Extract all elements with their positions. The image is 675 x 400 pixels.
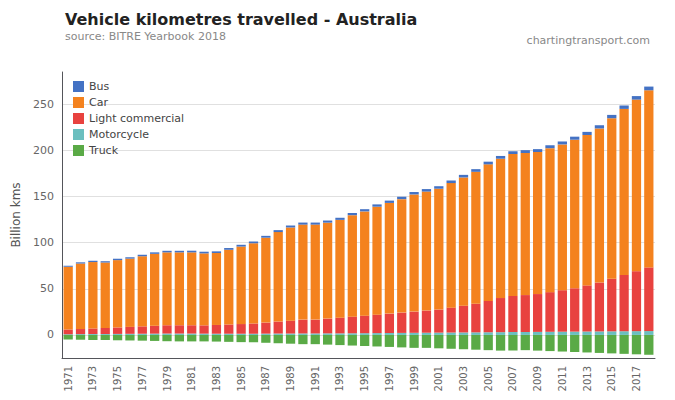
svg-text:1995: 1995 <box>359 366 370 391</box>
svg-text:1997: 1997 <box>384 366 395 391</box>
svg-text:Bus: Bus <box>89 80 110 93</box>
svg-text:200: 200 <box>33 144 54 157</box>
svg-text:1981: 1981 <box>186 366 197 391</box>
svg-text:2003: 2003 <box>458 366 469 391</box>
svg-text:1999: 1999 <box>409 366 420 391</box>
svg-text:2005: 2005 <box>483 366 494 391</box>
svg-text:Motorcycle: Motorcycle <box>89 128 149 141</box>
svg-text:50: 50 <box>40 282 54 295</box>
svg-text:2011: 2011 <box>557 366 568 391</box>
svg-text:1985: 1985 <box>236 366 247 391</box>
svg-text:1987: 1987 <box>260 366 271 391</box>
svg-text:source: BITRE Yearbook 2018: source: BITRE Yearbook 2018 <box>65 30 226 43</box>
svg-text:100: 100 <box>33 236 54 249</box>
svg-text:1989: 1989 <box>285 366 296 391</box>
svg-text:1975: 1975 <box>112 366 123 391</box>
svg-text:1983: 1983 <box>211 366 222 391</box>
svg-text:1973: 1973 <box>87 366 98 391</box>
svg-text:Vehicle kilometres travelled -: Vehicle kilometres travelled - Australia <box>65 10 417 29</box>
svg-text:1971: 1971 <box>63 366 74 391</box>
svg-text:2001: 2001 <box>433 366 444 391</box>
svg-text:Truck: Truck <box>88 144 119 157</box>
svg-text:150: 150 <box>33 190 54 203</box>
svg-text:1993: 1993 <box>334 366 345 391</box>
svg-text:Light commercial: Light commercial <box>89 112 184 125</box>
svg-text:2013: 2013 <box>582 366 593 391</box>
svg-text:2009: 2009 <box>532 366 543 391</box>
svg-text:250: 250 <box>33 98 54 111</box>
svg-text:0: 0 <box>47 328 54 341</box>
svg-text:Car: Car <box>89 96 108 109</box>
svg-text:2007: 2007 <box>507 366 518 391</box>
svg-text:1979: 1979 <box>162 366 173 391</box>
svg-text:1991: 1991 <box>310 366 321 391</box>
svg-text:chartingtransport.com: chartingtransport.com <box>527 34 650 47</box>
svg-text:Billion kms: Billion kms <box>9 182 23 247</box>
svg-text:2017: 2017 <box>631 366 642 391</box>
svg-text:1977: 1977 <box>137 366 148 391</box>
svg-text:2015: 2015 <box>606 366 617 391</box>
